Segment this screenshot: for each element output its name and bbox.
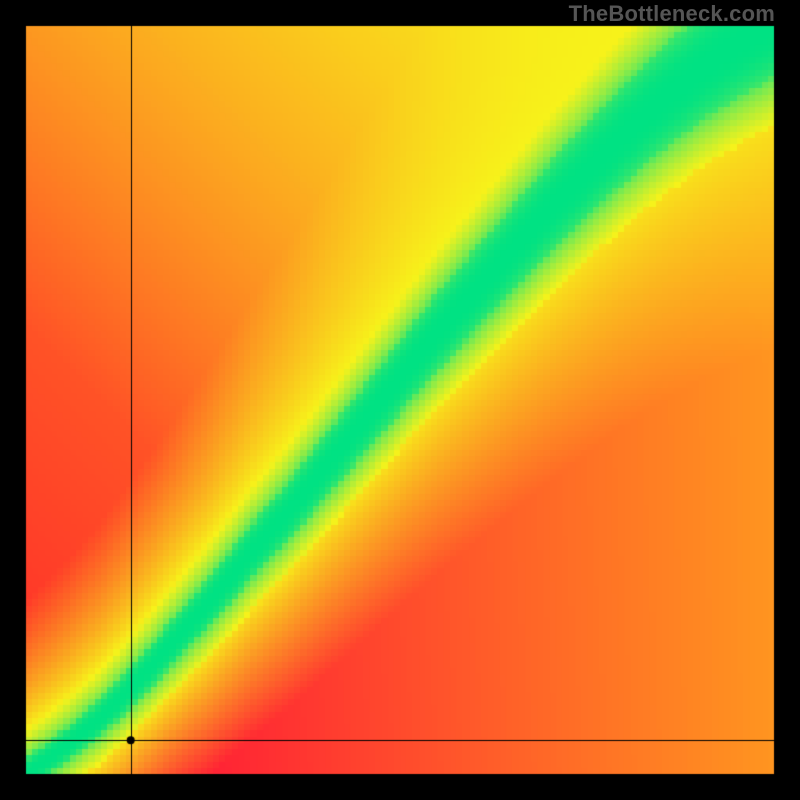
plot-frame — [0, 0, 800, 800]
watermark-text: TheBottleneck.com — [569, 1, 775, 27]
heatmap-canvas — [0, 0, 800, 800]
chart-container: TheBottleneck.com — [0, 0, 800, 800]
